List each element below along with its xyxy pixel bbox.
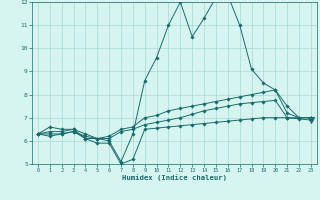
X-axis label: Humidex (Indice chaleur): Humidex (Indice chaleur) <box>122 175 227 181</box>
